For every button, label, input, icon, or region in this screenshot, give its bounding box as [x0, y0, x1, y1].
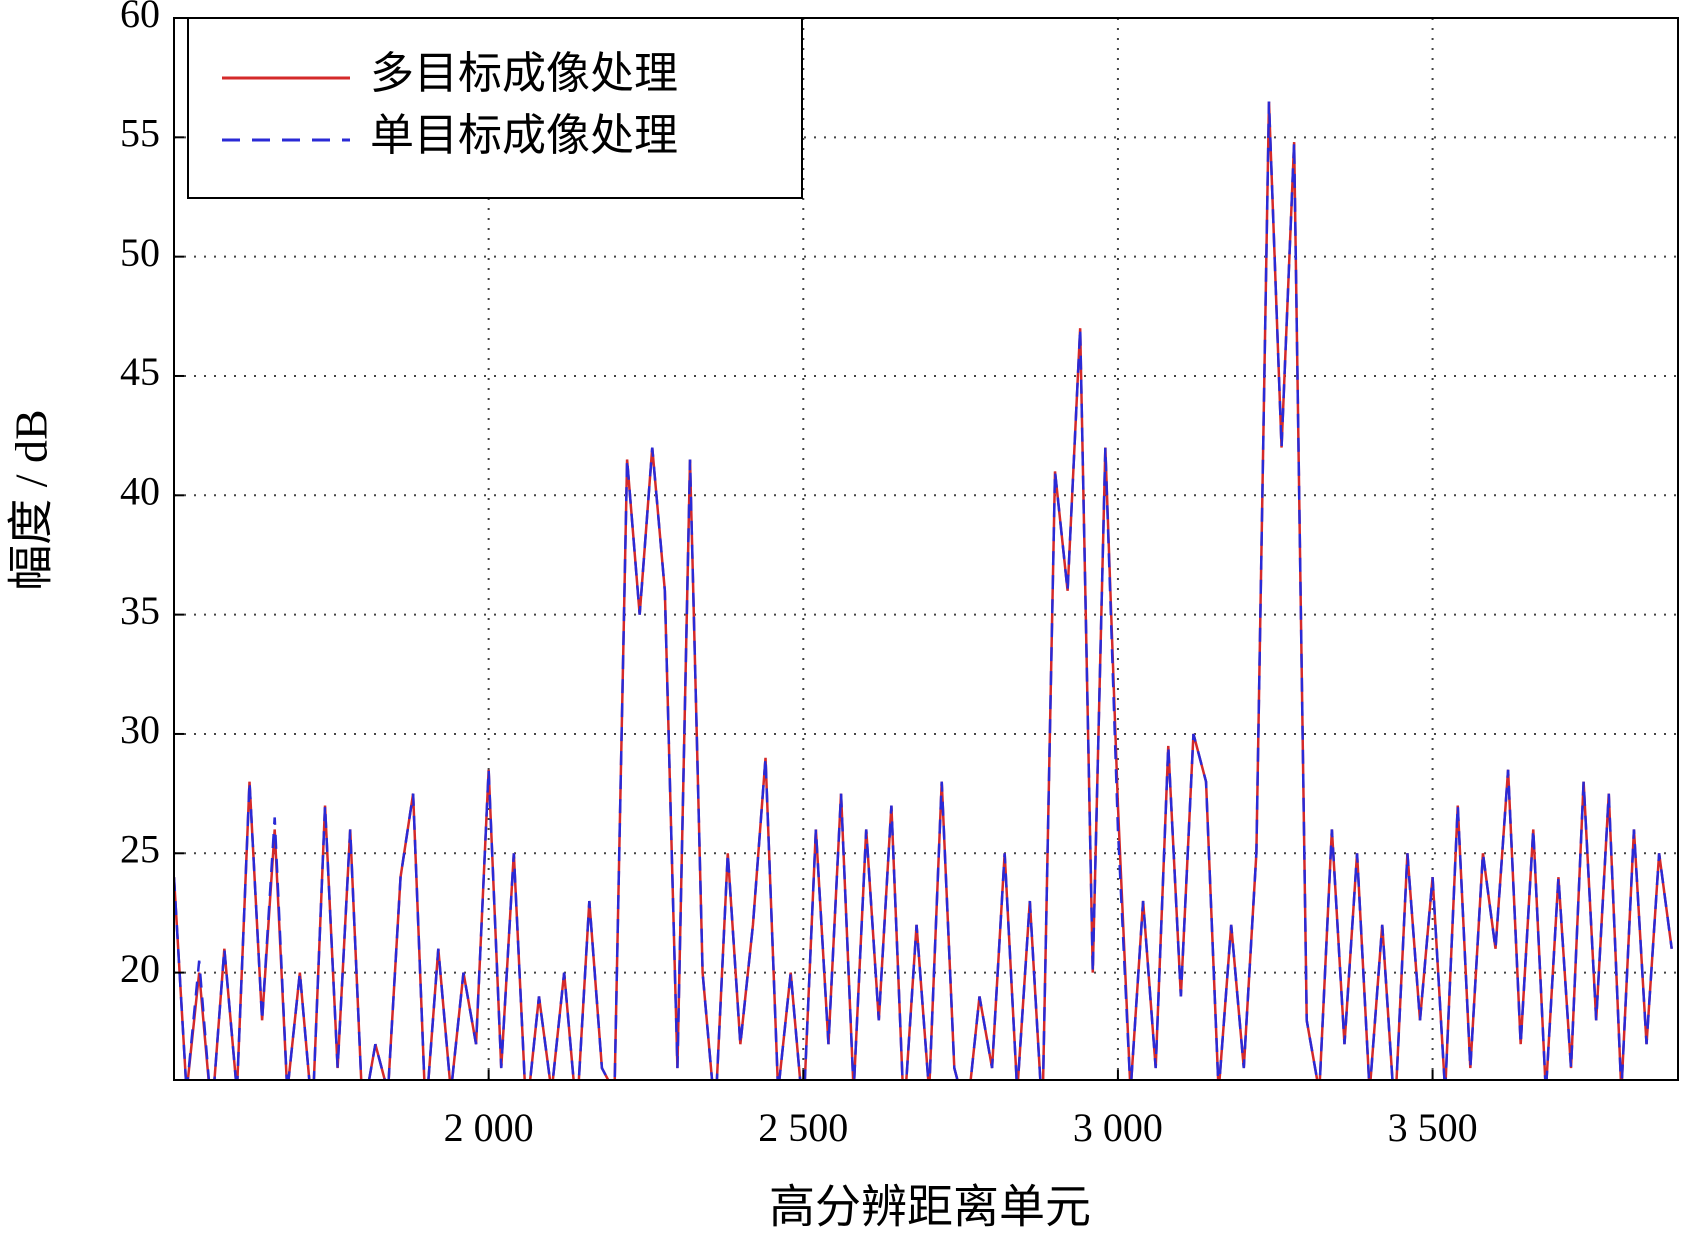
x-tick-label: 3 000: [1073, 1105, 1163, 1150]
y-tick-label: 55: [120, 110, 160, 155]
ticks: 20 25 30 35 40 45 50 55 60 2 000 2 500 3 000 3 500: [120, 0, 1478, 1150]
y-tick-label: 25: [120, 826, 160, 871]
y-tick-label: 50: [120, 230, 160, 275]
legend-label: 多目标成像处理: [370, 49, 678, 98]
x-tick-label: 2 000: [444, 1105, 534, 1150]
y-tick-label: 45: [120, 349, 160, 394]
x-tick-label: 2 500: [758, 1105, 848, 1150]
y-tick-label: 30: [120, 707, 160, 752]
plot-area: [174, 101, 1673, 1080]
x-axis-label: 高分辨距离单元: [769, 1182, 1091, 1233]
series-line: [174, 101, 1673, 1080]
legend-label: 单目标成像处理: [370, 111, 678, 160]
y-axis-label: 幅度 / dB: [6, 409, 57, 590]
y-tick-label: 20: [120, 946, 160, 991]
plot-frame: [173, 17, 1679, 1081]
y-tick-label: 40: [120, 468, 160, 513]
legend-box: [187, 17, 803, 199]
y-tick-label: 60: [120, 0, 160, 36]
x-tick-label: 3 500: [1388, 1105, 1478, 1150]
series-line: [174, 101, 1673, 1080]
y-tick-label: 35: [120, 588, 160, 633]
